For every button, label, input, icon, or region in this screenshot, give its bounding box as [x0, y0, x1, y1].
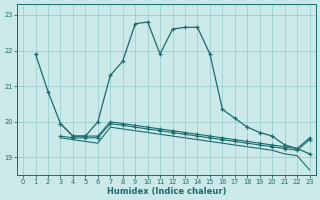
X-axis label: Humidex (Indice chaleur): Humidex (Indice chaleur) [107, 187, 226, 196]
